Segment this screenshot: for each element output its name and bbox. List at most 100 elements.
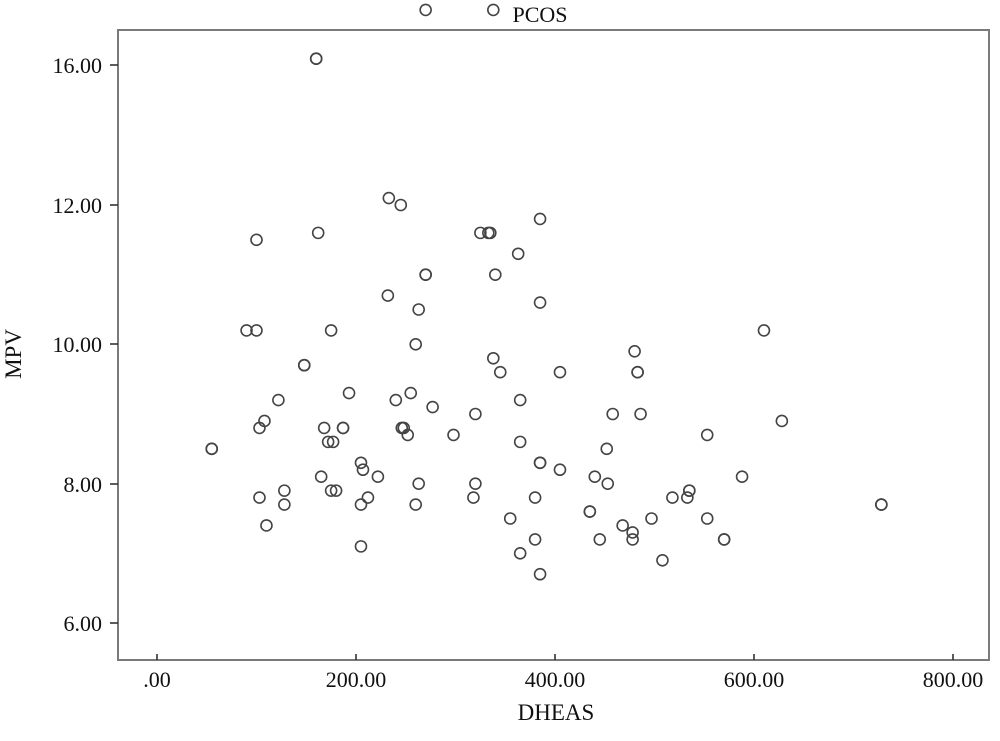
data-point — [583, 505, 597, 518]
data-point — [600, 442, 614, 456]
data-point — [488, 268, 502, 281]
data-point — [513, 435, 527, 449]
data-point — [412, 303, 425, 316]
data-point — [354, 540, 368, 553]
x-tick-label: 800.00 — [923, 667, 984, 692]
data-point — [354, 456, 368, 470]
data-point — [314, 470, 328, 484]
data-point — [735, 470, 749, 484]
data-point — [645, 512, 658, 525]
data-point — [356, 463, 370, 477]
data-point — [253, 491, 266, 504]
data-point — [382, 191, 396, 205]
data-point — [321, 435, 335, 449]
data-point — [404, 386, 418, 400]
data-point — [250, 324, 263, 337]
data-point — [426, 400, 439, 414]
data-point — [593, 533, 607, 546]
data-point — [528, 491, 542, 504]
data-point — [626, 533, 639, 546]
x-axis-ticks: .00 200.00 400.00 600.00 800.00 — [143, 654, 983, 692]
data-point — [381, 289, 395, 302]
data-point — [528, 533, 542, 546]
plot-area — [117, 29, 990, 661]
y-tick-label: 12.00 — [53, 193, 103, 218]
data-point — [336, 421, 350, 435]
data-point — [278, 484, 291, 497]
x-tick-label: 600.00 — [724, 667, 785, 692]
y-axis-label: MPV — [1, 329, 26, 379]
data-point — [757, 324, 771, 337]
data-point — [394, 198, 408, 212]
data-point — [533, 212, 547, 226]
data-point — [309, 52, 323, 66]
y-axis-ticks: 6.00 8.00 10.00 12.00 16.00 — [53, 53, 118, 636]
x-tick-label: 400.00 — [525, 667, 586, 692]
data-point — [484, 226, 497, 240]
data-point — [775, 414, 789, 428]
data-points — [205, 3, 888, 581]
data-point — [401, 428, 415, 442]
data-point — [409, 498, 423, 511]
data-point — [371, 470, 385, 484]
data-point — [634, 407, 647, 421]
data-point — [361, 491, 375, 504]
data-point — [588, 470, 602, 484]
data-point — [656, 553, 669, 567]
data-point — [317, 421, 331, 435]
data-point — [533, 456, 547, 470]
data-point — [628, 344, 641, 358]
data-point — [354, 498, 368, 511]
data-point — [389, 393, 403, 407]
data-point — [324, 324, 338, 337]
data-point — [205, 442, 219, 456]
data-point — [329, 484, 343, 497]
data-point — [412, 477, 425, 490]
data-point — [326, 435, 340, 449]
data-point — [681, 491, 694, 504]
data-point — [553, 365, 567, 379]
data-point — [467, 491, 480, 504]
data-point — [258, 414, 271, 428]
y-tick-label: 10.00 — [53, 332, 103, 357]
data-point — [533, 296, 547, 309]
data-point — [717, 533, 731, 546]
data-point — [606, 407, 620, 421]
data-point — [513, 547, 527, 560]
data-point — [240, 324, 253, 337]
data-point — [311, 226, 325, 240]
y-tick-label: 6.00 — [64, 611, 103, 636]
data-point — [419, 268, 432, 281]
data-point — [409, 338, 423, 351]
data-point — [875, 498, 888, 511]
data-point — [666, 491, 679, 504]
data-point — [324, 484, 338, 497]
data-point — [631, 365, 644, 379]
data-point — [533, 567, 547, 581]
data-point — [272, 393, 285, 407]
data-point — [397, 421, 411, 435]
data-point — [487, 351, 500, 365]
data-point — [342, 386, 356, 400]
data-point — [683, 484, 696, 497]
data-point — [700, 428, 714, 442]
data-point — [469, 477, 482, 490]
data-point — [297, 358, 311, 372]
data-point — [601, 477, 615, 490]
data-point — [469, 407, 482, 421]
data-point — [260, 519, 273, 532]
chart-title: PCOS — [512, 2, 567, 27]
x-axis-label: DHEAS — [518, 700, 595, 725]
data-point — [474, 226, 487, 240]
x-tick-label: .00 — [143, 667, 171, 692]
y-tick-label: 16.00 — [53, 53, 103, 78]
data-point — [278, 498, 291, 511]
data-point — [700, 512, 714, 525]
data-point — [616, 519, 629, 532]
data-point — [513, 393, 527, 407]
data-point — [487, 3, 500, 17]
data-point — [419, 3, 432, 17]
y-tick-label: 8.00 — [64, 472, 103, 497]
data-point — [447, 428, 460, 442]
